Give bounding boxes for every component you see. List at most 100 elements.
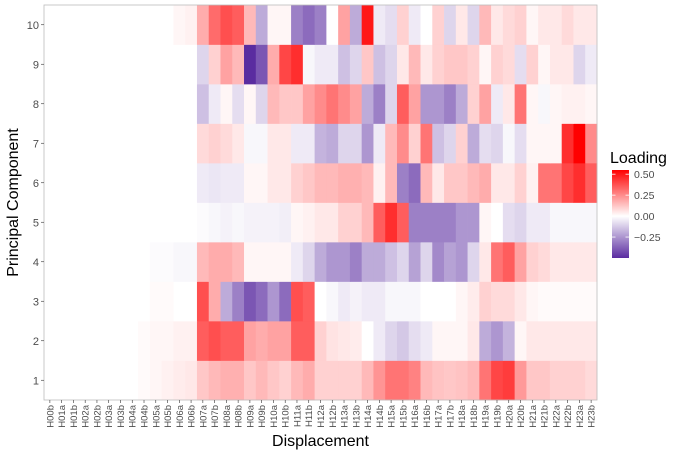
heatmap-cell-H17a-pc6 — [432, 163, 445, 203]
heatmap-cell-H05b-pc7 — [161, 123, 174, 164]
y-tick-label: 9 — [33, 59, 39, 71]
heatmap-cell-H07b-pc2 — [208, 321, 221, 361]
heatmap-cell-H19b-pc2 — [491, 321, 504, 361]
heatmap-cell-H20b-pc7 — [514, 123, 527, 164]
x-tick-label: H22b — [563, 405, 574, 428]
heatmap-cell-H19a-pc10 — [479, 5, 492, 45]
heatmap-cell-H11b-pc9 — [302, 44, 315, 85]
heatmap-cell-H22a-pc9 — [549, 44, 563, 85]
heatmap-cell-H10a-pc7 — [267, 123, 280, 164]
heatmap-cell-H22b-pc10 — [561, 5, 574, 45]
heatmap-cell-H11b-pc4 — [302, 242, 315, 282]
heatmap-cell-H08b-pc10 — [232, 5, 245, 45]
heatmap-cell-H18b-pc3 — [467, 281, 480, 322]
heatmap-cell-H14a-pc10 — [361, 5, 374, 45]
heatmap-cell-H11a-pc4 — [291, 242, 304, 282]
heatmap-cell-H13a-pc8 — [338, 84, 351, 124]
heatmap-cell-H20b-pc9 — [514, 44, 527, 85]
heatmap-cell-H20a-pc2 — [502, 321, 515, 361]
heatmap-cell-H16b-pc5 — [420, 202, 433, 243]
heatmap-cell-H07b-pc10 — [208, 5, 221, 45]
heatmap-cell-H15a-pc2 — [385, 321, 398, 361]
heatmap-cell-H23a-pc7 — [573, 123, 586, 164]
heatmap-cell-H05b-pc3 — [161, 281, 174, 322]
x-axis: H00b H01a H01b H02a H02b H03a H03b H04a H04b H05a… — [45, 400, 598, 428]
heatmap-cell-H02b-pc2 — [91, 321, 104, 361]
heatmap-cell-H14b-pc3 — [373, 281, 386, 322]
heatmap-cell-H09a-pc2 — [244, 321, 257, 361]
heatmap-cell-H04a-pc2 — [126, 321, 139, 361]
heatmap-cell-H07a-pc7 — [196, 123, 210, 164]
heatmap-cell-H09b-pc2 — [255, 321, 268, 361]
heatmap-cell-H19a-pc2 — [479, 321, 492, 361]
heatmap-cell-H05b-pc9 — [161, 44, 174, 85]
heatmap-cell-H07a-pc1 — [196, 360, 210, 401]
heatmap-cell-H04a-pc4 — [126, 242, 139, 282]
heatmap-cell-H03b-pc1 — [114, 360, 127, 401]
heatmap-cell-H02a-pc1 — [79, 360, 92, 401]
heatmap-cell-H15b-pc7 — [396, 123, 410, 164]
x-tick-label: H08a — [222, 404, 233, 427]
heatmap-cell-H05a-pc5 — [149, 202, 163, 243]
x-tick-label: H21a — [528, 404, 539, 427]
heatmap-cell-H15b-pc6 — [396, 163, 410, 203]
heatmap-cell-H13a-pc4 — [338, 242, 351, 282]
heatmap-cell-H07b-pc6 — [208, 163, 221, 203]
heatmap-cell-H01a-pc10 — [55, 5, 68, 45]
heatmap-cell-H06a-pc3 — [173, 281, 186, 322]
heatmap-cell-H23a-pc4 — [573, 242, 586, 282]
heatmap-cell-H15a-pc6 — [385, 163, 398, 203]
heatmap-cell-H01b-pc10 — [67, 5, 80, 45]
heatmap-cell-H01b-pc9 — [67, 44, 80, 85]
heatmap-cell-H03a-pc4 — [102, 242, 115, 282]
heatmap-cell-H13b-pc7 — [349, 123, 363, 164]
x-tick-label: H04b — [140, 405, 151, 428]
heatmap-cell-H05b-pc8 — [161, 84, 174, 124]
x-tick-label: H03a — [104, 404, 115, 427]
heatmap-cell-H02b-pc4 — [91, 242, 104, 282]
heatmap-cell-H03a-pc6 — [102, 163, 115, 203]
heatmap-cell-H20a-pc9 — [502, 44, 515, 85]
heatmap-cell-H02b-pc9 — [91, 44, 104, 85]
heatmap-cell-H13b-pc1 — [349, 360, 363, 401]
heatmap-cell-H06a-pc10 — [173, 5, 186, 45]
heatmap-cell-H07a-pc3 — [196, 281, 210, 322]
heatmap-cell-H12b-pc8 — [326, 84, 339, 124]
legend-title: Loading — [610, 150, 667, 167]
heatmap-cell-H05a-pc9 — [149, 44, 163, 85]
heatmap-cell-H07b-pc3 — [208, 281, 221, 322]
heatmap-cell-H20a-pc1 — [502, 360, 515, 401]
heatmap-cell-H03b-pc7 — [114, 123, 127, 164]
heatmap-cell-H18a-pc1 — [455, 360, 468, 401]
heatmap-cell-H01b-pc7 — [67, 123, 80, 164]
heatmap-cell-H07a-pc2 — [196, 321, 210, 361]
heatmap-cell-H06b-pc10 — [185, 5, 198, 45]
heatmap-cell-H16a-pc4 — [408, 242, 421, 282]
heatmap-cell-H16a-pc9 — [408, 44, 421, 85]
heatmap-cell-H11a-pc2 — [291, 321, 304, 361]
heatmap-cell-H05a-pc8 — [149, 84, 163, 124]
heatmap-cell-H01a-pc8 — [55, 84, 68, 124]
heatmap-cell-H13a-pc6 — [338, 163, 351, 203]
heatmap-cell-H03a-pc8 — [102, 84, 115, 124]
heatmap-cell-H19a-pc3 — [479, 281, 492, 322]
heatmap-cell-H00b-pc9 — [44, 44, 57, 85]
heatmap-cell-H23b-pc9 — [585, 44, 598, 85]
heatmap-cell-H23b-pc10 — [585, 5, 598, 45]
heatmap-cell-H07a-pc8 — [196, 84, 210, 124]
heatmap-cell-H12b-pc9 — [326, 44, 339, 85]
x-tick-label: H14b — [375, 405, 386, 428]
heatmap-cell-H00b-pc1 — [44, 360, 57, 401]
heatmap-cell-H10a-pc4 — [267, 242, 280, 282]
heatmap-cell-H01b-pc2 — [67, 321, 80, 361]
heatmap-cell-H16a-pc8 — [408, 84, 421, 124]
heatmap-cell-H13b-pc8 — [349, 84, 363, 124]
x-tick-label: H01b — [69, 405, 80, 428]
heatmap-cell-H18b-pc5 — [467, 202, 480, 243]
heatmap-cell-H05a-pc3 — [149, 281, 163, 322]
heatmap-cell-H03b-pc2 — [114, 321, 127, 361]
heatmap-cell-H12a-pc1 — [314, 360, 327, 401]
heatmap-cell-H01b-pc5 — [67, 202, 80, 243]
heatmap-cell-H02a-pc5 — [79, 202, 92, 243]
heatmap-cell-H23a-pc8 — [573, 84, 586, 124]
